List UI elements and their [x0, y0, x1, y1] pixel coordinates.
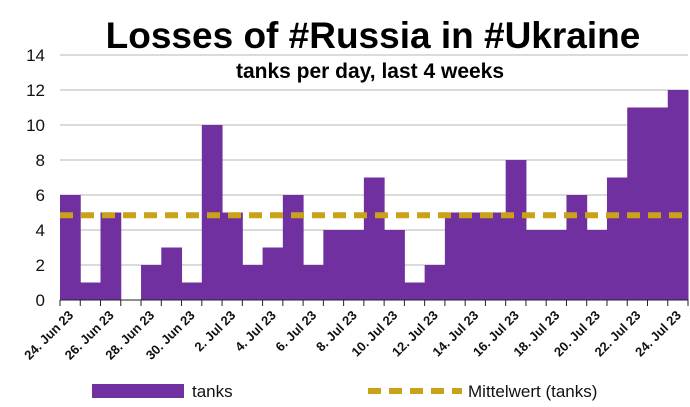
y-tick-label: 14	[26, 46, 45, 65]
bar	[424, 265, 446, 300]
legend-label-mean: Mittelwert (tanks)	[468, 382, 597, 401]
y-tick-label: 0	[36, 291, 45, 310]
bar	[465, 212, 486, 300]
x-tick-label: 6. Jul 23	[272, 308, 319, 355]
bar	[303, 265, 324, 300]
x-tick-label: 4. Jul 23	[232, 308, 279, 355]
bar	[363, 177, 385, 300]
bar	[282, 195, 304, 300]
legend-swatch-tanks	[92, 384, 184, 398]
bar	[181, 282, 203, 300]
bar	[667, 90, 689, 300]
y-tick-label: 6	[36, 186, 45, 205]
bar	[262, 247, 284, 300]
bar	[100, 212, 122, 300]
legend: tanks Mittelwert (tanks)	[92, 382, 597, 401]
bar	[525, 230, 547, 300]
y-tick-label: 10	[26, 116, 45, 135]
bar	[141, 265, 162, 300]
bar	[242, 265, 264, 300]
bar	[485, 212, 507, 300]
bar	[606, 177, 628, 300]
y-tick-label: 2	[36, 256, 45, 275]
y-tick-label: 12	[26, 81, 45, 100]
y-axis: 0 2 4 6 8 10 12 14	[26, 46, 45, 310]
bar	[546, 230, 567, 300]
chart-subtitle: tanks per day, last 4 weeks	[236, 60, 504, 83]
bar-series-tanks	[60, 90, 689, 300]
bar	[60, 195, 81, 300]
y-tick-label: 4	[36, 221, 45, 240]
legend-label-tanks: tanks	[192, 382, 233, 401]
bar	[323, 230, 345, 300]
bar	[627, 107, 648, 300]
bar	[586, 230, 608, 300]
bar	[444, 212, 466, 300]
bar	[505, 160, 527, 300]
bar	[222, 212, 243, 300]
bar	[566, 195, 588, 300]
bar	[80, 282, 102, 300]
bar	[161, 247, 183, 300]
x-tick-label: 2. Jul 23	[191, 308, 238, 355]
bar	[404, 282, 426, 300]
bar	[647, 107, 669, 300]
y-tick-label: 8	[36, 151, 45, 170]
bar	[343, 230, 365, 300]
bar	[384, 230, 405, 300]
chart-title: Losses of #Russia in #Ukraine	[106, 15, 641, 56]
